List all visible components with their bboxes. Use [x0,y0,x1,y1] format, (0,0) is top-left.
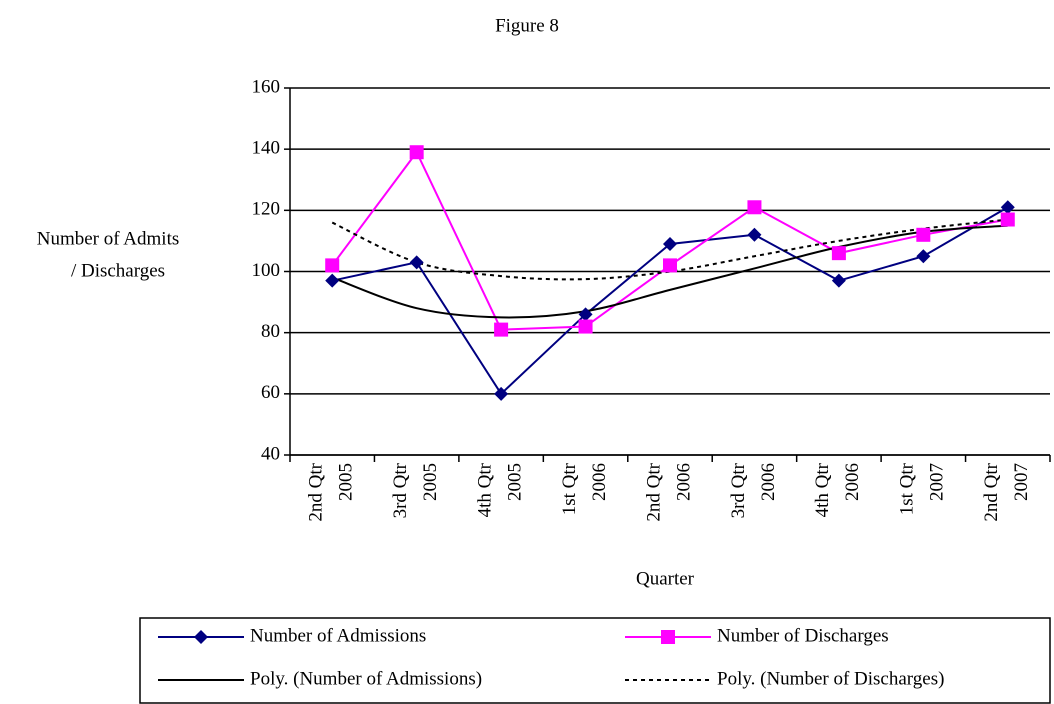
y-tick-label: 60 [261,382,280,403]
square-marker [663,258,677,273]
legend-label: Poly. (Number of Admissions) [250,668,482,689]
square-marker [409,145,424,160]
x-tick-label: 2007 [1011,463,1032,501]
square-marker [661,630,675,644]
diamond-marker [1000,200,1015,215]
diamond-marker [194,630,208,644]
diamond-marker [409,255,424,270]
diamond-marker [494,386,509,401]
y-tick-label: 140 [252,138,281,159]
square-marker [325,258,340,273]
legend-label: Poly. (Number of Discharges) [717,668,944,689]
x-tick-label: 1st Qtr [897,462,918,515]
diamond-marker [747,227,762,242]
x-tick-label: 2007 [927,463,948,501]
square-marker [578,319,593,334]
trend-line [331,218,1008,281]
y-tick-label: 80 [261,321,280,342]
legend-label: Number of Discharges [717,625,889,646]
series-line [332,206,1009,396]
x-tick-label: 2006 [758,463,779,501]
x-tick-label: 3rd Qtr [728,462,749,518]
x-tick-label: 2006 [673,463,694,501]
x-tick-label: 2006 [842,463,863,501]
diamond-marker [325,273,340,288]
y-tick-label: 160 [252,76,281,97]
x-tick-label: 2005 [420,463,441,501]
x-tick-label: 1st Qtr [559,462,580,515]
diamond-marker [916,249,931,264]
diamond-marker [663,236,677,251]
y-tick-label: 100 [252,260,281,281]
x-tick-label: 2nd Qtr [643,462,664,521]
square-marker [916,227,931,242]
y-axis-title: / Discharges [71,260,165,281]
x-axis-title: Quarter [636,568,695,589]
square-marker [831,246,846,261]
trend-line [331,224,1008,319]
x-tick-label: 2006 [589,463,610,501]
x-tick-label: 2nd Qtr [306,462,327,521]
square-marker [1000,212,1015,227]
legend-box [139,617,1051,704]
x-tick-label: 4th Qtr [812,462,833,517]
x-tick-label: 3rd Qtr [390,462,411,518]
y-axis-title: Number of Admits [37,228,180,249]
diamond-marker [578,307,593,322]
y-tick-label: 120 [252,199,281,220]
x-tick-label: 2005 [336,463,357,501]
diamond-marker [831,273,846,288]
x-tick-label: 2005 [504,463,525,501]
square-marker [747,200,762,215]
y-tick-label: 40 [261,443,280,464]
chart-title: Figure 8 [495,15,559,36]
legend-label: Number of Admissions [250,625,426,646]
square-marker [494,322,509,337]
x-tick-label: 2nd Qtr [981,462,1002,521]
x-tick-label: 4th Qtr [474,462,495,517]
